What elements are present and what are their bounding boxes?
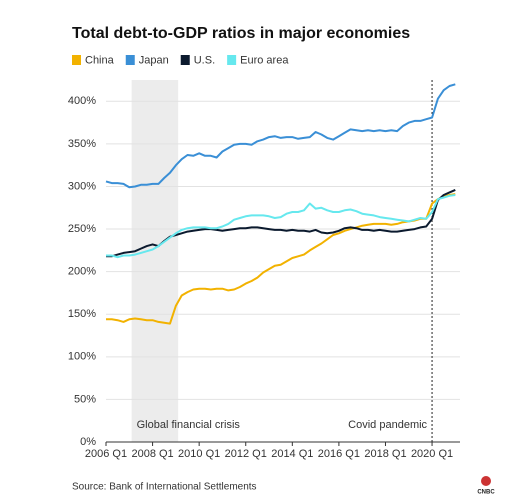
legend-label: Euro area <box>240 54 289 66</box>
shaded-region <box>131 80 179 442</box>
x-tick-label: 2008 Q1 <box>131 448 173 460</box>
legend-swatch <box>125 55 135 65</box>
x-tick-label: 2018 Q1 <box>364 448 406 460</box>
logo: CNBC <box>477 476 495 496</box>
y-tick-label: 200% <box>68 266 96 278</box>
legend-item: Japan <box>125 54 169 66</box>
legend-label: U.S. <box>194 54 215 66</box>
y-tick-label: 50% <box>74 393 96 405</box>
x-tick-label: 2020 Q1 <box>411 448 453 460</box>
y-tick-label: 400% <box>68 95 96 107</box>
y-tick-label: 150% <box>68 308 96 320</box>
legend-label: China <box>85 54 115 66</box>
x-tick-label: 2016 Q1 <box>318 448 360 460</box>
annotation: Global financial crisis <box>137 419 241 431</box>
y-tick-label: 250% <box>68 223 96 235</box>
y-tick-label: 100% <box>68 351 96 363</box>
x-tick-label: 2012 Q1 <box>225 448 267 460</box>
legend-item: U.S. <box>180 54 215 66</box>
legend-item: China <box>72 54 115 66</box>
y-tick-label: 350% <box>68 138 96 150</box>
x-tick-label: 2014 Q1 <box>271 448 313 460</box>
logo-text: CNBC <box>477 490 495 496</box>
series-line <box>105 83 456 189</box>
series-line <box>106 194 456 259</box>
y-tick-label: 0% <box>80 436 96 448</box>
x-tick-label: 2010 Q1 <box>178 448 220 460</box>
legend-swatch <box>72 55 81 65</box>
series-line <box>106 193 456 325</box>
source: Source: Bank of International Settlement… <box>72 482 257 493</box>
chart-title: Total debt-to-GDP ratios in major econom… <box>72 25 410 42</box>
annotation: Covid pandemic <box>348 419 427 431</box>
legend-swatch <box>227 55 237 65</box>
legend-label: Japan <box>139 54 169 66</box>
x-tick-label: 2006 Q1 <box>85 448 127 460</box>
y-tick-label: 300% <box>68 180 96 192</box>
legend-swatch <box>180 55 190 65</box>
legend-item: Euro area <box>227 54 289 66</box>
logo-icon <box>481 476 491 486</box>
